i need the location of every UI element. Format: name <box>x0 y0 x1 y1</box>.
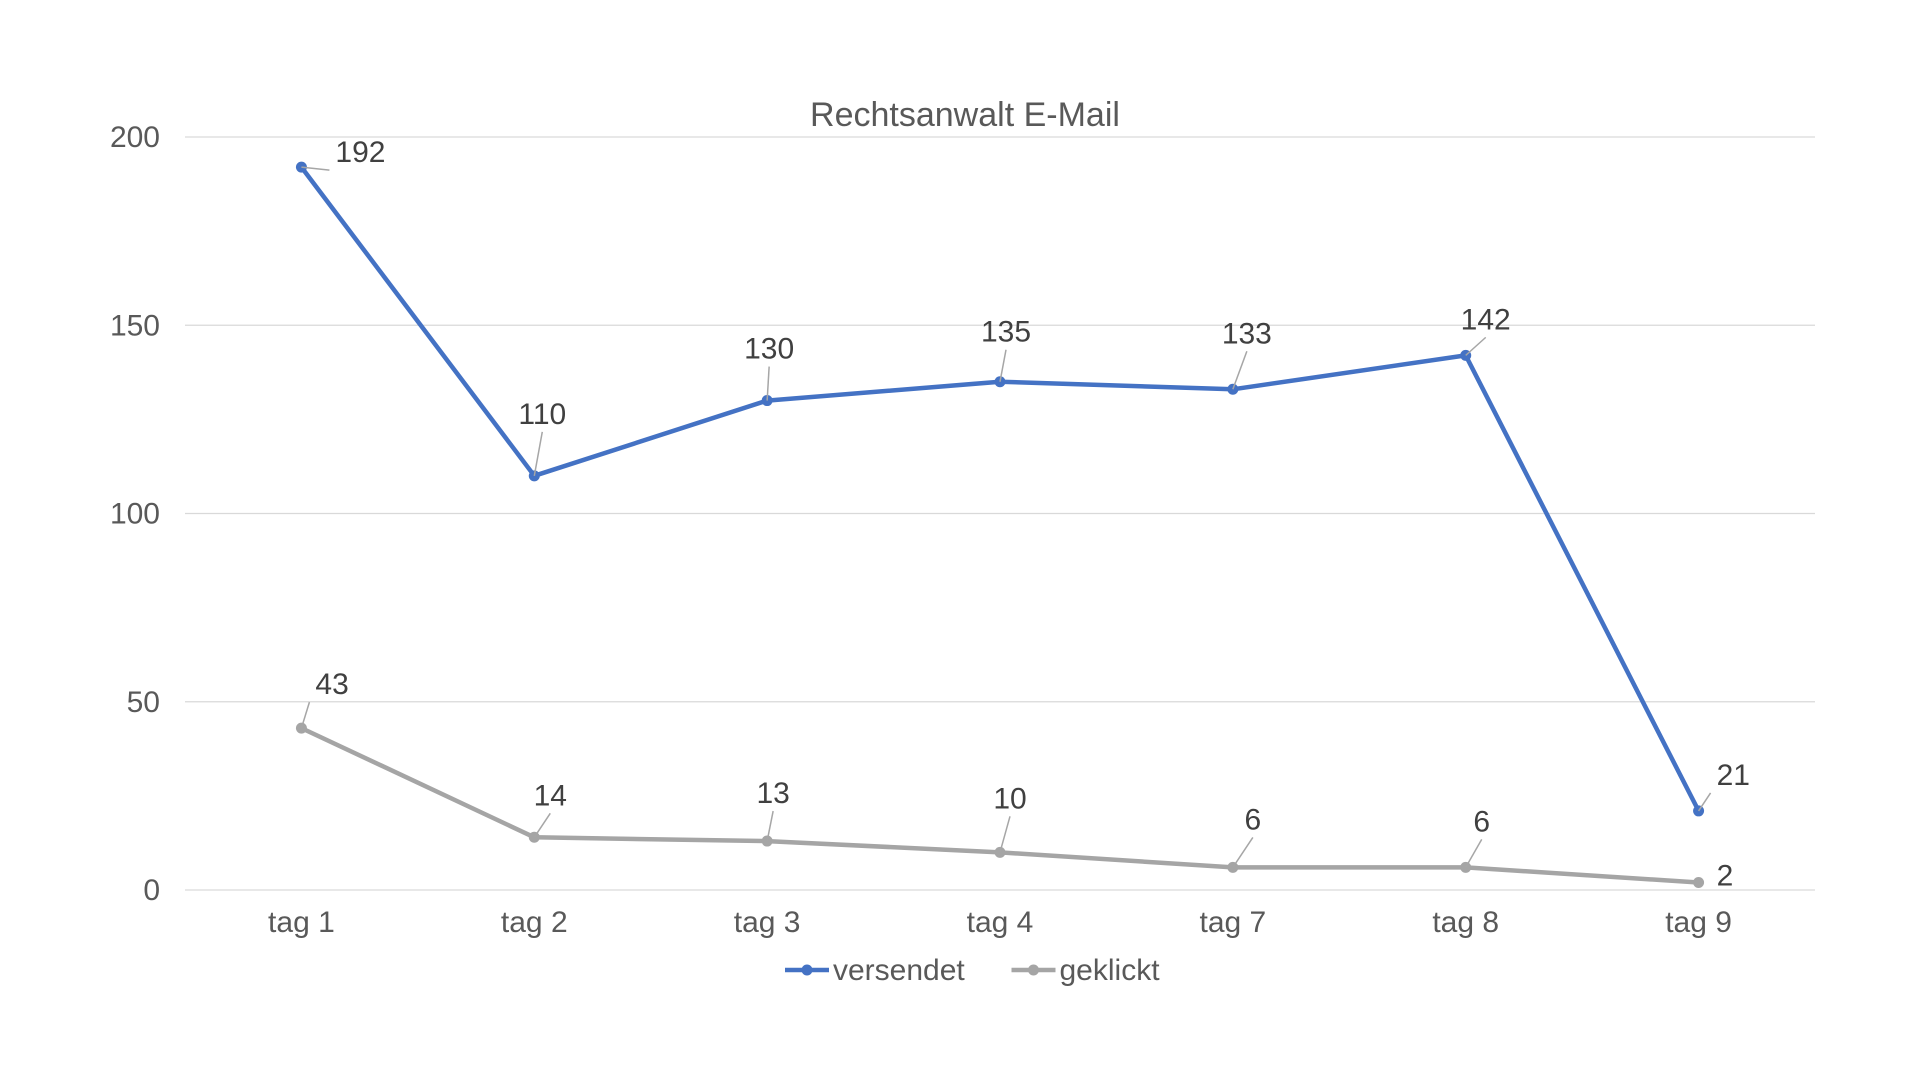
data-label-leader <box>1232 350 1248 390</box>
data-label-leader <box>533 431 544 476</box>
x-tick-label: tag 7 <box>1199 906 1266 939</box>
y-tick-label: 100 <box>110 498 160 531</box>
data-label-leader <box>999 349 1007 382</box>
data-label-leader <box>301 166 330 171</box>
data-label-leader <box>533 812 551 838</box>
data-label: 14 <box>534 779 567 812</box>
y-tick-label: 50 <box>127 686 160 719</box>
legend-label-versendet: versendet <box>833 954 965 987</box>
data-label: 135 <box>981 316 1031 349</box>
data-label: 10 <box>993 782 1026 815</box>
data-label: 43 <box>315 668 348 701</box>
legend: versendet geklickt <box>785 954 1160 987</box>
data-label-leader <box>1465 336 1487 356</box>
y-axis-tick-labels: 0 50 100 150 200 <box>110 121 160 907</box>
data-label: 6 <box>1473 805 1490 838</box>
legend-label-geklickt: geklickt <box>1060 954 1161 987</box>
data-label-leader <box>766 366 770 401</box>
data-label-leader <box>766 810 774 842</box>
y-tick-label: 0 <box>143 874 160 907</box>
x-tick-label: tag 1 <box>268 906 335 939</box>
data-labels: 192 110 130 135 133 142 21 43 14 13 10 6 6 2 <box>300 136 1750 892</box>
x-tick-label: tag 9 <box>1665 906 1732 939</box>
data-point-geklickt <box>1693 876 1705 888</box>
data-label: 21 <box>1717 759 1750 792</box>
x-axis-tick-labels: tag 1 tag 2 tag 3 tag 4 tag 7 tag 8 tag 9 <box>268 906 1732 939</box>
data-label: 13 <box>756 777 789 810</box>
data-label: 6 <box>1245 803 1262 836</box>
data-label-leader <box>1465 839 1483 868</box>
legend-marker-geklickt <box>1028 964 1039 976</box>
series-line-versendet <box>299 164 1701 814</box>
data-label-leader <box>300 701 311 729</box>
data-label: 2 <box>1717 859 1734 892</box>
gridlines <box>185 136 1815 891</box>
x-tick-label: tag 3 <box>734 906 801 939</box>
legend-marker-versendet <box>801 964 813 976</box>
x-tick-label: tag 2 <box>501 906 568 939</box>
data-label-leader <box>1697 792 1712 812</box>
chart-title: Rechtsanwalt E-Mail <box>810 96 1120 134</box>
data-label-leader <box>999 816 1011 853</box>
data-label-leader <box>1232 836 1254 868</box>
x-tick-label: tag 8 <box>1432 906 1499 939</box>
data-label: 130 <box>744 333 794 366</box>
data-label: 110 <box>518 398 566 431</box>
y-tick-label: 150 <box>110 309 160 342</box>
series <box>295 161 1705 888</box>
data-label: 192 <box>335 136 385 169</box>
data-label: 142 <box>1461 303 1511 336</box>
data-label: 133 <box>1222 317 1272 350</box>
y-tick-label: 200 <box>110 121 160 154</box>
x-tick-label: tag 4 <box>967 906 1034 939</box>
